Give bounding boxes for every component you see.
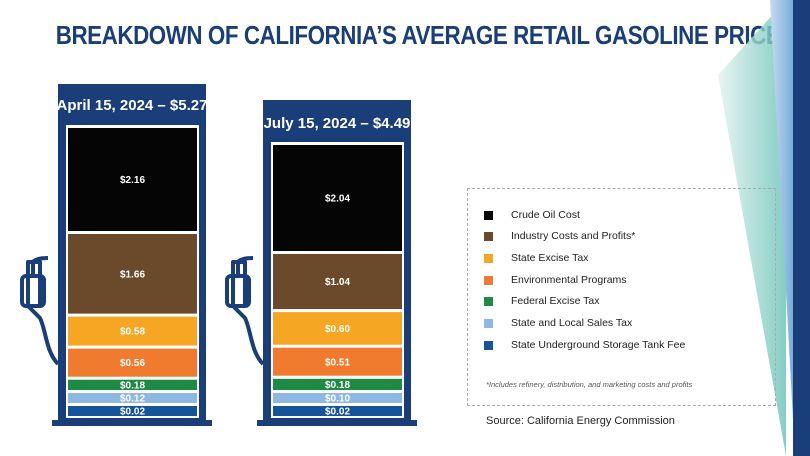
legend-item: Industry Costs and Profits* xyxy=(484,229,635,243)
bar-segment-label: $0.18 xyxy=(120,380,145,391)
source-note: Source: California Energy Commission xyxy=(486,415,675,427)
legend-swatch xyxy=(484,253,493,263)
bar-segment xyxy=(68,316,197,346)
legend-label: State and Local Sales Tax xyxy=(511,317,633,329)
bar-segment xyxy=(273,312,402,345)
bar-segment-label: $2.16 xyxy=(120,175,145,186)
bar-segment-label: $0.02 xyxy=(325,407,350,418)
legend-swatch xyxy=(484,275,493,285)
bar-segment xyxy=(68,128,197,231)
bar-segment-label: $1.66 xyxy=(120,269,145,280)
april-pump-base xyxy=(52,420,212,426)
legend-item: Crude Oil Cost xyxy=(484,208,580,222)
legend-label: State Excise Tax xyxy=(511,252,589,264)
decorative-stripes xyxy=(718,0,810,456)
bar-segment xyxy=(68,379,197,390)
legend-label: Industry Costs and Profits* xyxy=(511,230,636,242)
bar-segment xyxy=(68,393,197,403)
legend-item: Environmental Programs xyxy=(484,273,627,287)
legend-label: Environmental Programs xyxy=(511,274,627,286)
bar-segment-label: $0.12 xyxy=(120,394,145,405)
footnote: *Includes refinery, distribution, and ma… xyxy=(486,380,693,389)
bar-segment-label: $2.04 xyxy=(325,194,350,205)
gas-pump-chart: April 15, 2024 – $5.27 $2.16 $1.66 $0.58 $0… xyxy=(20,84,417,426)
legend-swatch xyxy=(484,340,493,350)
bar-segment-label: $0.18 xyxy=(325,380,350,391)
bar-segment xyxy=(273,378,402,390)
legend-swatch xyxy=(484,231,493,241)
bar-segment-label: $0.58 xyxy=(120,327,145,338)
legend-swatch xyxy=(484,296,493,306)
bar-segment xyxy=(68,348,197,377)
chart-title: BREAKDOWN OF CALIFORNIA’S AVERAGE RETAIL… xyxy=(55,20,796,50)
july-pump-header: July 15, 2024 – $4.49 xyxy=(264,115,411,132)
bar-segment-label: $0.10 xyxy=(325,394,350,405)
bar-segment xyxy=(273,145,402,251)
april-pump: April 15, 2024 – $5.27 $2.16 $1.66 $0.58 $0… xyxy=(20,84,212,426)
april-pump-nozzle-arm xyxy=(31,256,49,276)
legend-label: State Underground Storage Tank Fee xyxy=(511,339,686,351)
july-pump-nozzle-arm xyxy=(236,256,254,276)
bar-segment xyxy=(273,254,402,310)
bar-segment-label: $1.04 xyxy=(325,277,350,288)
legend: Crude Oil Cost Industry Costs and Profit… xyxy=(467,188,776,406)
bar-segment xyxy=(68,234,197,314)
bar-segment-label: $0.60 xyxy=(325,324,350,335)
legend-item: State Underground Storage Tank Fee xyxy=(484,338,685,352)
legend-item: State and Local Sales Tax xyxy=(484,316,632,330)
bar-segment-label: $0.56 xyxy=(120,358,145,369)
legend-swatch xyxy=(484,318,493,328)
legend-swatch xyxy=(484,210,493,220)
bar-segment xyxy=(273,406,402,416)
bar-segment xyxy=(273,347,402,376)
legend-label: Crude Oil Cost xyxy=(511,209,580,221)
bar-segment xyxy=(68,406,197,416)
july-pump: July 15, 2024 – $4.49 $2.04 $1.04 $0.60 $0.… xyxy=(225,100,417,426)
bar-segment xyxy=(273,393,402,403)
legend-item: Federal Excise Tax xyxy=(484,294,600,308)
bar-segment-label: $0.51 xyxy=(325,357,350,368)
july-pump-base xyxy=(257,420,417,426)
april-pump-header: April 15, 2024 – $5.27 xyxy=(57,97,208,114)
legend-item: State Excise Tax xyxy=(484,251,588,265)
legend-label: Federal Excise Tax xyxy=(511,295,600,307)
bar-segment-label: $0.02 xyxy=(120,407,145,418)
